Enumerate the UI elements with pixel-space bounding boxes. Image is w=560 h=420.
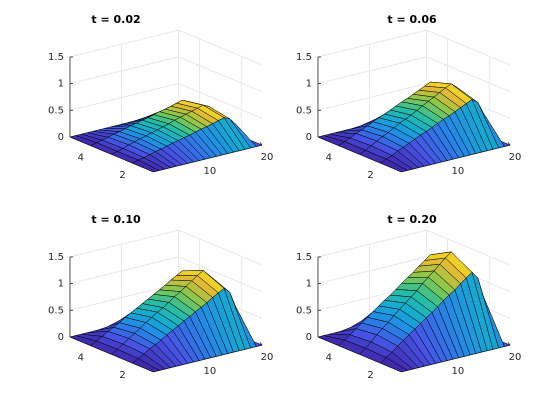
x-tick-label: 10 [451,366,464,377]
z-tick-label: 1 [306,79,312,90]
z-tick-label: 1.5 [296,52,312,63]
subplot-title: t = 0.06 [387,13,437,26]
x-tick-label: 20 [261,352,274,363]
x-tick-label: 10 [451,166,464,177]
grid-line [426,56,511,93]
z-tick-label: 1 [58,279,64,290]
x-tick [259,342,263,346]
z-tick-label: 1.5 [48,52,64,63]
grid-line [426,29,511,66]
x-tick [507,142,511,146]
subplot: 0 0.5 1 1.5 10 20 2 4 t = 0.02 [48,13,273,181]
surface-patch [132,358,160,373]
subplot: 0 0.5 1 1.5 10 20 2 4 t = 0.06 [296,13,521,181]
subplot-title: t = 0.20 [387,213,437,226]
subplot-title: t = 0.02 [91,13,140,26]
grid-line [69,29,179,58]
z-tick-label: 1 [306,279,312,290]
subplot: 0 0.5 1 1.5 10 20 2 4 t = 0.20 [296,213,521,381]
x-tick-label: 20 [261,152,274,163]
grid-line [178,29,263,66]
y-tick-label: 4 [326,153,332,164]
surface-patch [380,158,408,173]
grid-line [317,56,427,85]
grid-line [69,283,179,311]
z-tick-label: 0 [306,132,312,143]
grid-line [69,56,179,85]
subplot: 0 0.5 1 1.5 10 20 2 4 t = 0.10 [48,213,273,381]
x-tick [507,342,511,346]
y-tick-label: 2 [119,170,125,181]
y-tick-label: 4 [326,353,332,364]
y-tick-label: 4 [78,153,84,164]
grid-line [69,256,179,285]
grid-line [69,83,179,111]
x-tick-label: 20 [509,152,522,163]
z-tick-label: 0.5 [296,305,312,316]
grid-line [426,229,511,266]
x-tick-label: 10 [203,366,216,377]
z-tick-label: 0 [306,332,312,343]
z-tick-label: 0 [58,332,64,343]
z-tick-label: 0.5 [48,105,64,116]
grid-line [317,83,427,111]
grid-line [317,29,427,58]
y-tick-label: 2 [367,170,373,181]
grid-line [178,56,263,93]
grid-line [178,229,263,266]
z-tick-label: 1 [58,79,64,90]
grid-line [178,256,263,293]
z-tick-label: 0.5 [48,305,64,316]
z-tick-label: 0.5 [296,105,312,116]
surface-patch [132,159,160,173]
y-tick-label: 4 [78,353,84,364]
subplot-title: t = 0.10 [91,213,141,226]
z-tick-label: 0 [58,132,64,143]
y-tick-label: 2 [119,370,125,381]
surface-patch [380,357,408,373]
z-tick-label: 1.5 [48,252,64,263]
z-tick-label: 1.5 [296,252,312,263]
grid-line [178,83,263,119]
x-tick-label: 10 [203,166,216,177]
x-tick-label: 20 [509,352,522,363]
grid-line [317,229,427,258]
grid-line [317,256,427,285]
y-tick-label: 2 [367,370,373,381]
grid-line [69,229,179,258]
x-tick [259,142,263,146]
